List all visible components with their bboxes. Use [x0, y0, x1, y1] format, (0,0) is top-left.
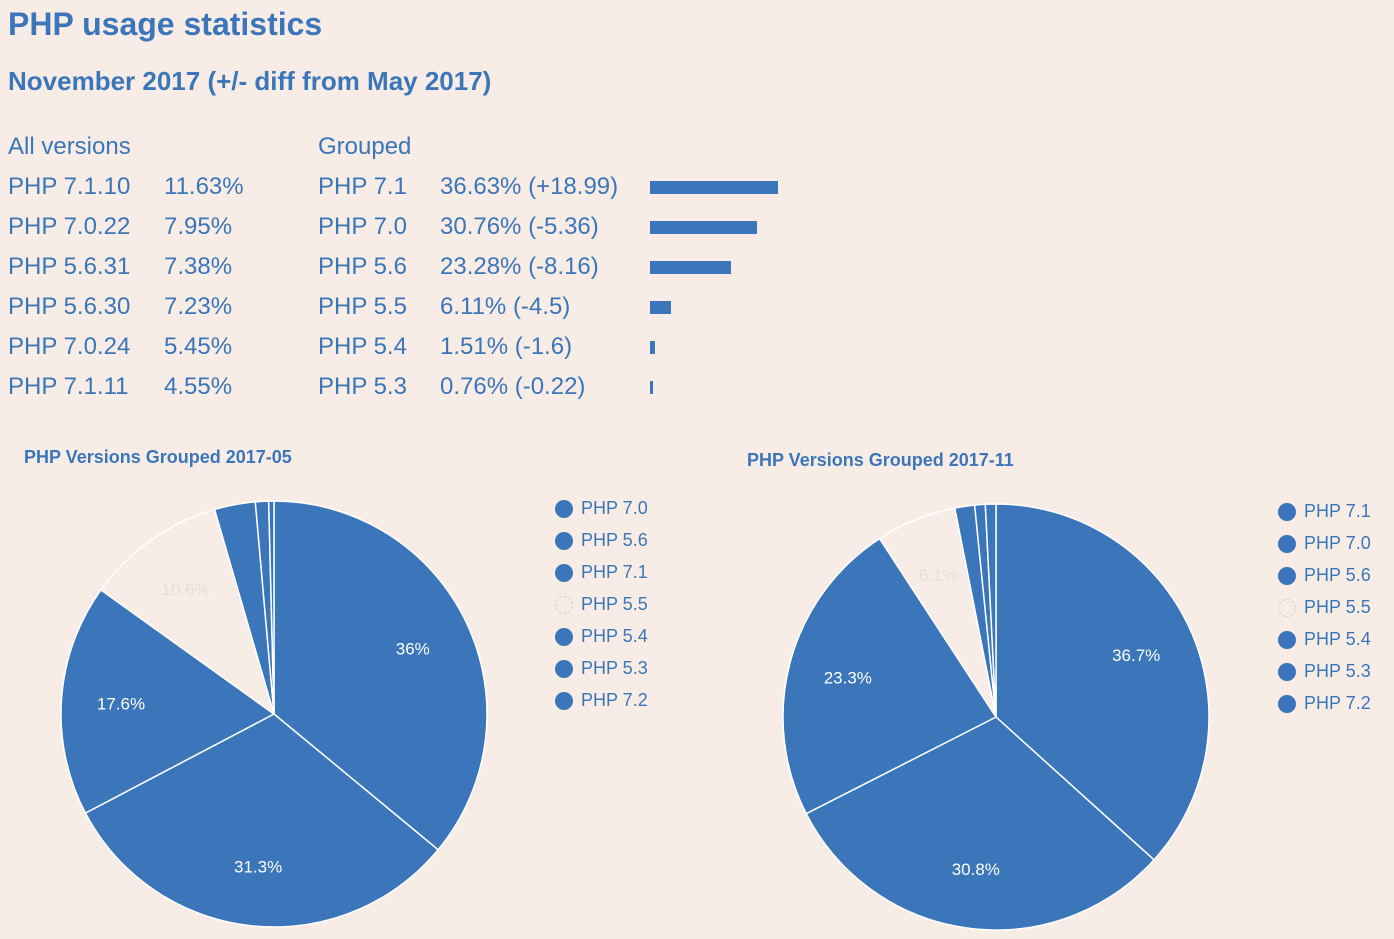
all-version-percent: 11.63% [164, 173, 244, 200]
all-versions-heading: All versions [8, 133, 131, 160]
legend-swatch [1278, 662, 1296, 681]
pie-chart-2017-05: 36% 31.3% 17.6% 10.6% [60, 500, 488, 928]
pie-slice-php-7-0 [273, 500, 488, 851]
grouped-version-percent: 23.28% (-8.16) [440, 253, 599, 280]
legend-label: PHP 7.0 [1304, 533, 1371, 553]
legend-label: PHP 7.1 [1304, 501, 1371, 521]
pie-slice-label: 23.3% [824, 668, 872, 687]
grouped-version-name: PHP 7.1 [318, 173, 407, 200]
pie-slice-php-7-2 [984, 503, 997, 718]
legend-label: PHP 5.5 [1304, 597, 1371, 617]
legend-label: PHP 5.3 [581, 658, 648, 678]
legend-item: PHP 5.5 [1278, 597, 1371, 618]
legend-label: PHP 7.1 [581, 562, 648, 582]
grouped-share-bar [650, 341, 655, 354]
legend-item: PHP 5.6 [1278, 565, 1371, 586]
pie-slice-php-5-5 [99, 508, 276, 716]
legend-swatch [555, 499, 573, 518]
legend-swatch [555, 659, 573, 678]
legend-swatch [555, 531, 573, 550]
pie-slice-label: 31.3% [234, 858, 282, 877]
legend-item: PHP 5.6 [555, 530, 648, 551]
all-version-name: PHP 5.6.30 [8, 293, 131, 320]
chart-title-2017-05: PHP Versions Grouped 2017-05 [24, 447, 292, 467]
pie-slice-label: 17.6% [97, 694, 145, 713]
legend-item: PHP 7.0 [1278, 533, 1371, 554]
pie-slice-label: 36% [396, 640, 430, 659]
legend-swatch [555, 691, 573, 710]
legend-label: PHP 5.6 [581, 530, 648, 550]
grouped-share-bar [650, 261, 731, 274]
grouped-version-percent: 0.76% (-0.22) [440, 373, 586, 400]
pie-slice-label: 10.6% [161, 580, 209, 599]
legend-swatch [1278, 534, 1296, 553]
legend-item: PHP 7.0 [555, 498, 648, 519]
grouped-share-bar [650, 381, 653, 394]
pie-slice-php-7-1 [995, 503, 1210, 861]
legend-item: PHP 7.1 [1278, 501, 1371, 522]
legend-label: PHP 7.0 [581, 498, 648, 518]
pie-slice-label: 30.8% [952, 860, 1000, 879]
legend-swatch [1278, 502, 1296, 521]
grouped-version-name: PHP 5.3 [318, 373, 407, 400]
all-version-percent: 7.23% [164, 293, 233, 320]
legend-label: PHP 5.4 [581, 626, 648, 646]
legend-swatch [1278, 630, 1296, 649]
grouped-share-bar [650, 301, 671, 314]
grouped-share-bar [650, 181, 778, 194]
legend-swatch [1278, 598, 1296, 617]
legend-item: PHP 5.3 [555, 658, 648, 679]
all-version-name: PHP 7.0.22 [8, 213, 131, 240]
legend-item: PHP 5.5 [555, 594, 648, 615]
legend-swatch [1278, 566, 1296, 585]
legend-item: PHP 5.4 [555, 626, 648, 647]
page-subtitle: November 2017 (+/- diff from May 2017) [8, 66, 492, 96]
all-version-percent: 7.38% [164, 253, 233, 280]
legend-label: PHP 5.5 [581, 594, 648, 614]
all-version-name: PHP 7.1.10 [8, 173, 131, 200]
grouped-version-name: PHP 5.5 [318, 293, 407, 320]
legend-label: PHP 5.3 [1304, 661, 1371, 681]
legend-swatch [555, 563, 573, 582]
chart-title-2017-11: PHP Versions Grouped 2017-11 [747, 450, 1014, 470]
page-title: PHP usage statistics [8, 6, 323, 42]
legend-label: PHP 5.6 [1304, 565, 1371, 585]
pie-slice-php-5-6 [782, 537, 998, 815]
pie-slice-php-7-1 [60, 588, 276, 815]
grouped-version-name: PHP 5.4 [318, 333, 407, 360]
legend-item: PHP 7.1 [555, 562, 648, 583]
pie-slice-php-7-2 [267, 500, 275, 715]
grouped-version-percent: 6.11% (-4.5) [440, 293, 571, 320]
legend-swatch [555, 595, 573, 614]
legend-label: PHP 5.4 [1304, 629, 1371, 649]
legend-label: PHP 7.2 [1304, 693, 1371, 713]
legend-swatch [1278, 694, 1296, 713]
all-version-name: PHP 5.6.31 [8, 253, 131, 280]
grouped-share-bar [650, 221, 757, 234]
grouped-version-name: PHP 7.0 [318, 213, 407, 240]
grouped-version-percent: 30.76% (-5.36) [440, 213, 599, 240]
all-version-name: PHP 7.1.11 [8, 373, 129, 400]
grouped-heading: Grouped [318, 133, 412, 160]
legend-item: PHP 5.3 [1278, 661, 1371, 682]
all-version-percent: 4.55% [164, 373, 233, 400]
grouped-version-percent: 36.63% (+18.99) [440, 173, 619, 200]
grouped-version-name: PHP 5.6 [318, 253, 407, 280]
pie-slice-label: 36.7% [1112, 646, 1160, 665]
pie-chart-2017-11: 36.7% 30.8% 23.3% 6.1% [782, 503, 1210, 931]
legend-label: PHP 7.2 [581, 690, 648, 710]
pie-slice-label: 6.1% [919, 566, 958, 585]
legend-item: PHP 7.2 [555, 690, 648, 711]
all-version-name: PHP 7.0.24 [8, 333, 131, 360]
legend-swatch [555, 627, 573, 646]
all-version-percent: 5.45% [164, 333, 233, 360]
grouped-version-percent: 1.51% (-1.6) [440, 333, 573, 360]
legend-item: PHP 5.4 [1278, 629, 1371, 650]
all-version-percent: 7.95% [164, 213, 233, 240]
legend-item: PHP 7.2 [1278, 693, 1371, 714]
